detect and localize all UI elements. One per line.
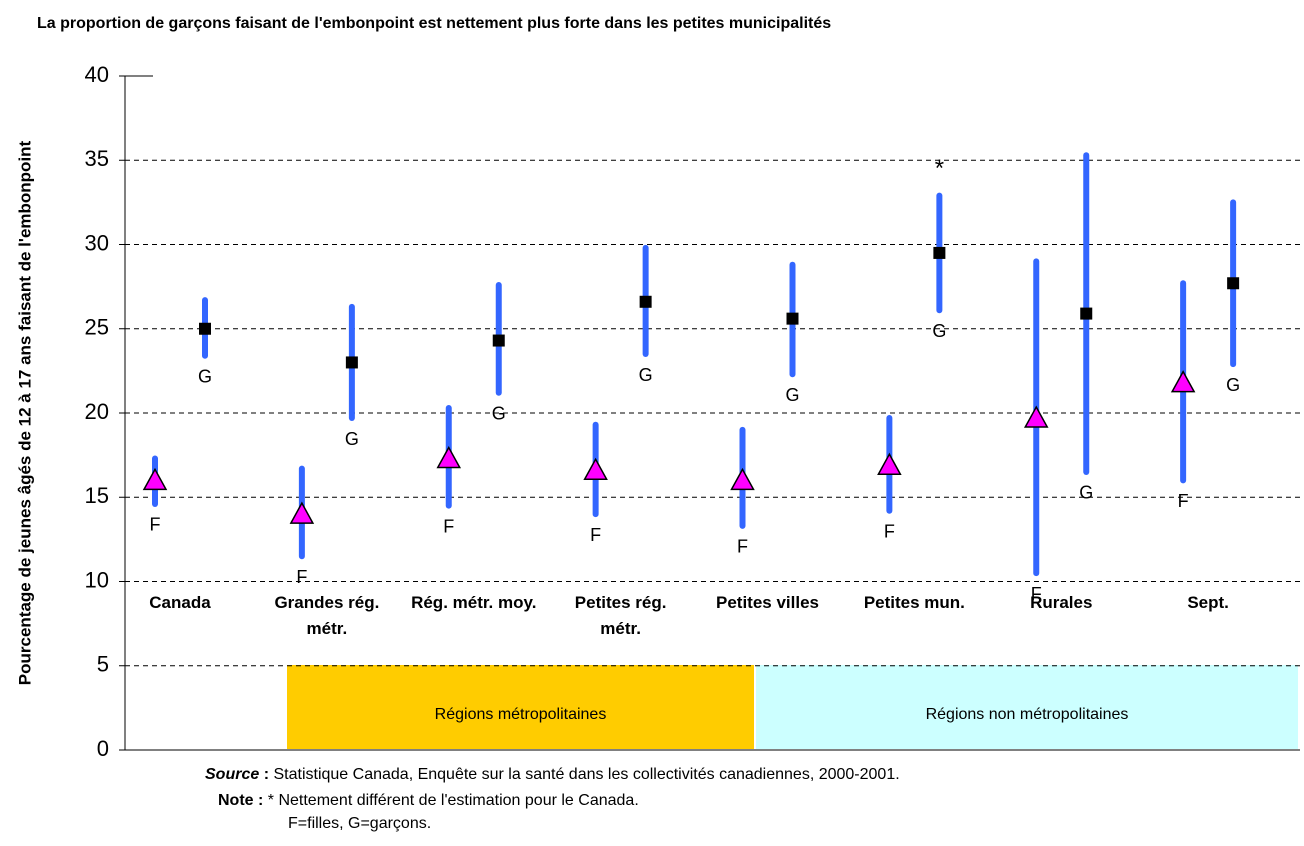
point (1170, 370, 1196, 393)
point (639, 295, 652, 308)
region-band (756, 665, 1298, 749)
point (199, 322, 211, 335)
y-tick-label: 25 (85, 315, 109, 340)
region-label: Régions non métropolitaines (926, 706, 1129, 723)
point-label: G (345, 429, 359, 449)
point-label: F (150, 515, 161, 535)
y-tick-label: 30 (85, 230, 109, 255)
legend-note: F=filles, G=garçons. (288, 815, 432, 832)
point (730, 467, 755, 491)
y-tick-label: 5 (97, 652, 109, 677)
annotation: * (935, 155, 944, 182)
category-label: Grandes rég. métr. (274, 593, 380, 638)
y-tick-label: 40 (85, 62, 109, 87)
region-band (287, 665, 754, 749)
category-label: Canada (149, 593, 211, 612)
y-tick-label: 20 (85, 399, 109, 424)
point (1227, 277, 1240, 290)
point-label: F (884, 521, 895, 541)
point-label: F (1178, 491, 1189, 511)
point (877, 452, 902, 475)
point (436, 445, 462, 469)
source: Source : Statistique Canada, Enquête sur… (205, 766, 900, 784)
point-label: G (932, 321, 946, 341)
source-colon: : (259, 766, 270, 783)
y-tick-label: 15 (85, 483, 109, 508)
category-label: Petites mun. (863, 593, 965, 612)
source-text: Statistique Canada, Enquête sur la santé… (273, 766, 900, 783)
point-label: F (590, 525, 601, 545)
point-label: G (639, 365, 653, 385)
point (492, 334, 505, 347)
point-label: F (1031, 584, 1042, 604)
category-label: Rurales (1030, 593, 1093, 612)
y-tick-label: 35 (85, 146, 109, 171)
point-label: G (1226, 375, 1240, 395)
point (345, 356, 358, 369)
point (933, 246, 946, 259)
region-label: Régions métropolitaines (435, 706, 607, 723)
point (583, 457, 608, 481)
chart-title: La proportion de garçons faisant de l'em… (37, 15, 831, 32)
note-label: Note : (218, 792, 264, 809)
note: Note : * Nettement différent de l'estima… (218, 792, 639, 810)
point-label: F (443, 516, 454, 536)
category-label: Petites rég. métr. (574, 593, 667, 638)
category-label: Petites villes (715, 593, 819, 612)
point (1080, 307, 1093, 320)
note-text: * Nettement différent de l'estimation po… (267, 792, 639, 809)
y-axis-title: Pourcentage de jeunes âgés de 12 à 17 an… (15, 140, 34, 685)
y-tick-label: 10 (85, 567, 109, 592)
point-label: G (492, 404, 506, 424)
point (786, 312, 799, 325)
point-label: G (198, 366, 212, 386)
source-label: Source (205, 766, 260, 783)
point-label: G (1079, 483, 1093, 503)
point-label: F (737, 537, 748, 557)
point (142, 467, 168, 491)
category-label: Rég. métr. moy. (411, 593, 537, 612)
category-label: Sept. (1187, 593, 1229, 612)
point-label: F (296, 567, 307, 587)
y-tick-label: 0 (97, 736, 109, 761)
point (289, 501, 315, 524)
point-label: G (785, 385, 799, 405)
point (1023, 405, 1049, 428)
